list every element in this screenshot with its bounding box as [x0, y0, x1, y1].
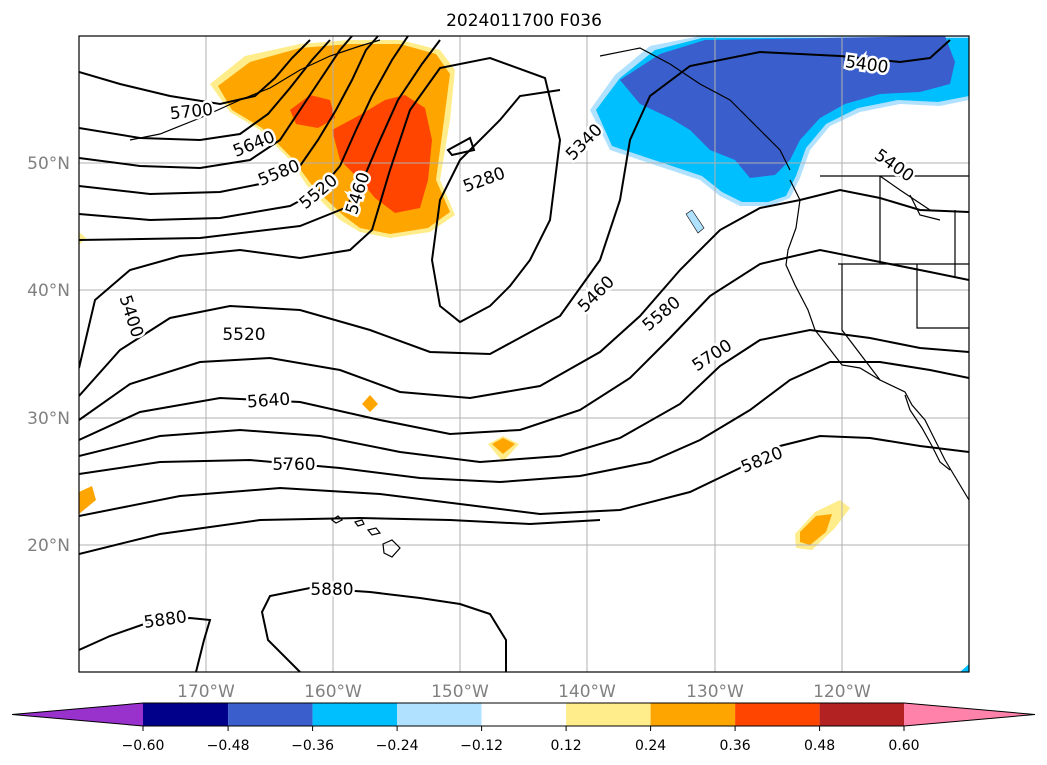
lon-tick-label: 140°W — [558, 682, 616, 702]
lat-tick-label: 30°N — [27, 409, 70, 429]
anomaly-speck-1 — [79, 232, 86, 245]
map-title: 2024011700 F036 — [446, 11, 602, 31]
gridlines — [79, 36, 969, 672]
contour-label: 5880 — [310, 580, 353, 600]
contour-label: 5640 — [246, 390, 291, 413]
colorbar-tick-label: −0.48 — [207, 738, 250, 754]
lat-tick-label: 50°N — [27, 154, 70, 174]
colorbar-segment — [397, 703, 482, 726]
colorbar-segment — [819, 703, 905, 726]
anomaly-speck-blue — [685, 209, 705, 234]
anomaly-fill-red — [332, 95, 432, 213]
colorbar-extend-low — [12, 703, 143, 726]
map-area: 5700 5640 5580 5520 5460 5280 5340 5400 … — [79, 36, 969, 672]
lat-tick-label: 40°N — [27, 281, 70, 301]
hawaii-islands — [330, 515, 401, 558]
colorbar-ticks — [142, 726, 905, 731]
colorbar-segment — [481, 703, 567, 726]
anomaly-fill-red-small — [290, 95, 335, 128]
anomaly-speck-4 — [79, 486, 96, 514]
lon-tick-label: 130°W — [686, 682, 744, 702]
colorbar-tick-label: 0.36 — [720, 738, 751, 754]
colorbar-segment — [650, 703, 736, 726]
height-contours — [79, 36, 969, 672]
colorbar-tick-label: 0.24 — [635, 738, 666, 754]
anomaly-speck-3b — [492, 438, 515, 454]
anomaly-fill-royal — [620, 36, 955, 178]
colorbar-tick-label: 0.48 — [804, 738, 835, 754]
colorbar-segment — [143, 703, 229, 726]
coastlines — [129, 39, 969, 501]
colorbar-segment — [735, 703, 820, 726]
colorbar-segment — [228, 703, 313, 726]
map-frame — [78, 35, 970, 673]
colorbar-segment — [312, 703, 398, 726]
colorbar-segment — [566, 703, 651, 726]
latitude-labels: 50°N 40°N 30°N 20°N — [27, 154, 70, 556]
colorbar-extend-high — [904, 703, 1035, 726]
anomaly-speck-blue-corner — [960, 664, 969, 672]
lon-tick-label: 120°W — [813, 682, 871, 702]
longitude-labels: 170°W 160°W 150°W 140°W 130°W 120°W — [177, 682, 871, 702]
contour-label: 5520 — [222, 325, 265, 345]
colorbar: −0.60 −0.48 −0.36 −0.24 −0.12 0.12 0.24 … — [11, 702, 1036, 754]
colorbar-tick-label: 0.60 — [888, 738, 919, 754]
colorbar-tick-label: −0.60 — [122, 738, 165, 754]
contour-label: 5760 — [272, 455, 315, 475]
lat-tick-label: 20°N — [27, 536, 70, 556]
colorbar-tick-label: −0.36 — [291, 738, 334, 754]
lon-tick-label: 170°W — [177, 682, 235, 702]
lon-tick-label: 160°W — [304, 682, 362, 702]
anomaly-speck-2 — [362, 395, 378, 412]
colorbar-tick-label: −0.24 — [376, 738, 419, 754]
closed-contour-low — [446, 136, 476, 157]
colorbar-tick-label: −0.12 — [460, 738, 503, 754]
anomaly-speck-5b — [800, 514, 832, 545]
colorbar-tick-label: 0.12 — [551, 738, 582, 754]
lon-tick-label: 150°W — [431, 682, 489, 702]
